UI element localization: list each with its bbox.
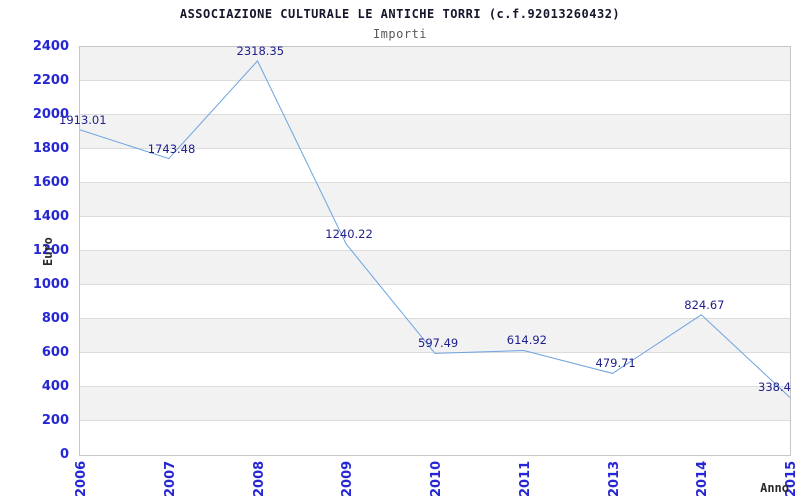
y-tick-label: 600 <box>41 345 69 360</box>
data-point-value-label: 614.92 <box>506 333 547 348</box>
data-point-value-label: 338.4 <box>758 380 791 395</box>
data-point-value-label: 479.71 <box>595 356 636 371</box>
plot-band <box>80 183 790 217</box>
plot-band <box>80 217 790 251</box>
y-tick-label: 800 <box>41 311 69 326</box>
plot-area <box>79 46 791 456</box>
line-series-svg <box>80 60 790 398</box>
data-point-value-label: 2318.35 <box>236 43 285 58</box>
plot-band <box>80 353 790 387</box>
y-tick-label: 400 <box>41 379 69 394</box>
plot-band <box>80 319 790 353</box>
plot-band <box>80 251 790 285</box>
x-tick-label: 2008 <box>251 460 267 497</box>
x-tick-label: 2011 <box>517 460 533 497</box>
y-tick-label: 1200 <box>32 243 69 258</box>
x-tick-label: 2009 <box>340 460 356 497</box>
chart-subtitle: Importi <box>372 27 428 41</box>
plot-band <box>80 421 790 455</box>
plot-band <box>80 387 790 421</box>
data-point-value-label: 1240.22 <box>325 227 373 242</box>
plot-band <box>80 285 790 319</box>
data-point-value-label: 1913.01 <box>59 112 107 127</box>
x-tick-label: 2006 <box>74 460 89 497</box>
x-tick-label: 2007 <box>162 460 178 497</box>
data-point-value-label: 597.49 <box>418 336 459 351</box>
y-tick-label: 1800 <box>32 141 69 156</box>
plot-background-bands <box>80 47 790 455</box>
chart-title: ASSOCIAZIONE CULTURALE LE ANTICHE TORRI … <box>179 7 621 21</box>
y-tick-label: 1000 <box>32 277 69 292</box>
plot-band <box>80 149 790 183</box>
x-axis-title: Anno <box>760 481 789 495</box>
x-tick-label: 2010 <box>429 460 444 497</box>
x-tick-label: 2013 <box>606 460 622 497</box>
plot-band <box>80 115 790 149</box>
y-axis-title: Euro <box>41 237 55 266</box>
y-tick-label: 200 <box>41 413 69 428</box>
x-tick-label: 2014 <box>695 460 711 497</box>
y-tick-label: 1600 <box>32 175 69 190</box>
y-tick-label: 2000 <box>32 107 69 122</box>
y-tick-label: 2400 <box>32 39 69 54</box>
data-point-value-label: 824.67 <box>684 297 725 312</box>
data-point-value-label: 1743.48 <box>147 141 196 156</box>
plot-band <box>80 47 790 81</box>
y-tick-label: 1400 <box>32 209 69 224</box>
plot-band <box>80 81 790 115</box>
line-series <box>80 60 790 398</box>
y-tick-label: 2200 <box>32 73 69 88</box>
y-tick-label: 0 <box>59 447 69 462</box>
